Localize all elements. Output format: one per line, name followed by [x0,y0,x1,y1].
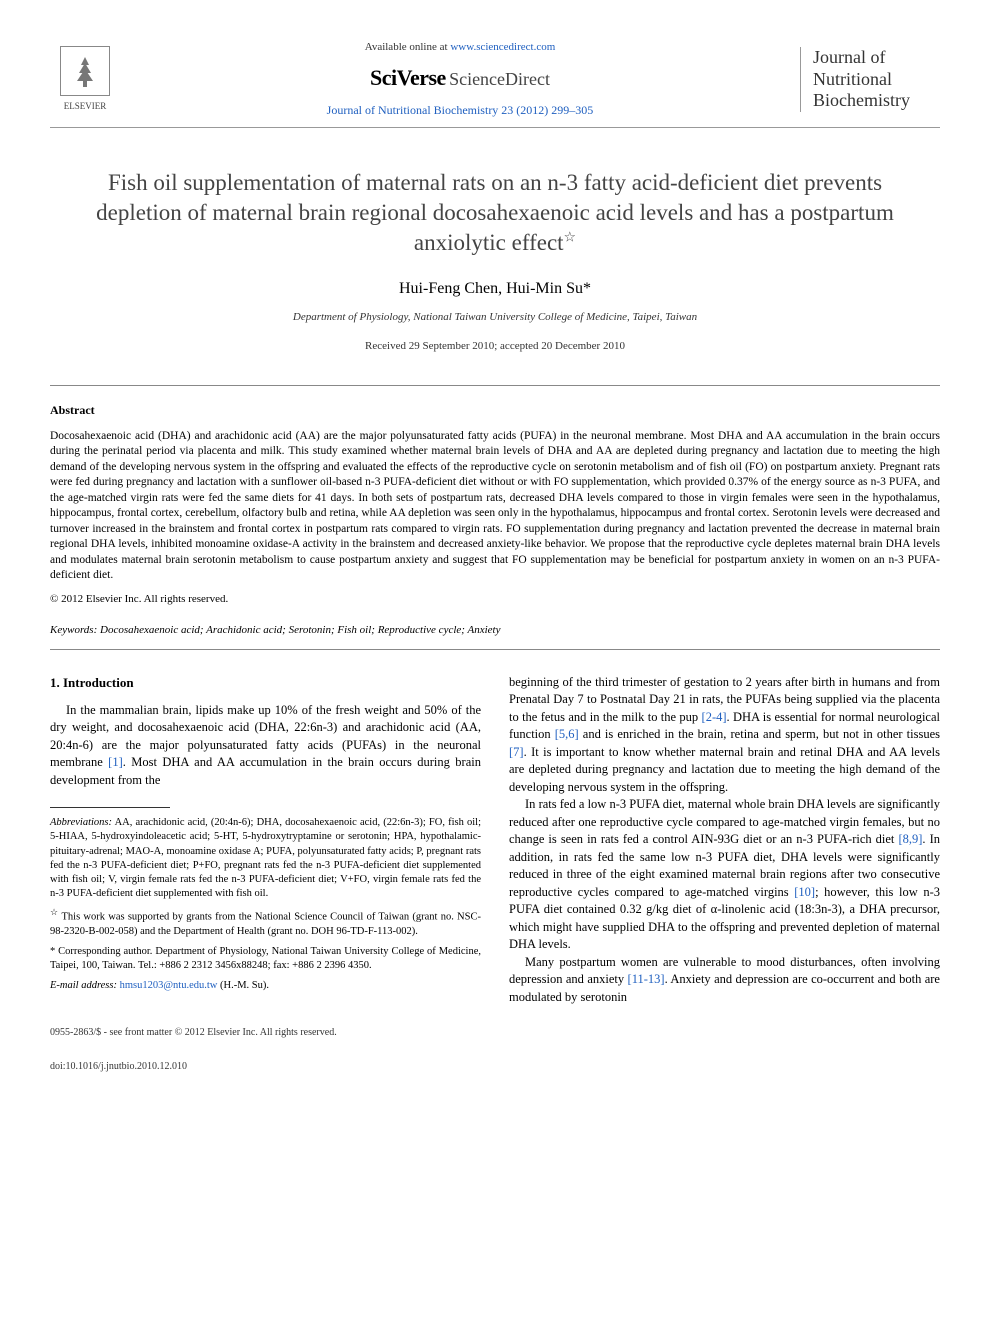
keywords-label: Keywords: [50,624,97,636]
available-prefix: Available online at [365,41,451,53]
intro-para-4: Many postpartum women are vulnerable to … [509,954,940,1007]
abstract-text: Docosahexaenoic acid (DHA) and arachidon… [50,429,940,584]
journal-title-box: Journal of Nutritional Biochemistry [800,47,940,112]
abstract-heading: Abstract [50,402,940,419]
publisher-logo: ELSEVIER [50,46,120,113]
footnote-separator [50,807,170,808]
affiliation: Department of Physiology, National Taiwa… [50,310,940,325]
funding-text: This work was supported by grants from t… [50,912,481,937]
p2-text-d: . It is important to know whether matern… [509,745,940,794]
keywords-line: Keywords: Docosahexaenoic acid; Arachido… [50,623,940,638]
sciverse-main: SciVerse [370,65,446,90]
right-column: beginning of the third trimester of gest… [509,674,940,1007]
email-link[interactable]: hmsu1203@ntu.edu.tw [117,980,217,991]
intro-para-1: In the mammalian brain, lipids make up 1… [50,702,481,790]
available-online-line: Available online at www.sciencedirect.co… [120,40,800,55]
header-center: Available online at www.sciencedirect.co… [120,40,800,119]
article-title: Fish oil supplementation of maternal rat… [80,168,910,258]
author-list: Hui-Feng Chen, Hui-Min Su* [50,278,940,300]
page-header: ELSEVIER Available online at www.science… [50,40,940,128]
p2-text-c: and is enriched in the brain, retina and… [579,727,940,741]
title-footnote-star: ☆ [564,230,577,245]
corr-text: Corresponding author. Department of Phys… [50,946,481,971]
intro-para-2: beginning of the third trimester of gest… [509,674,940,797]
ref-link-7[interactable]: [7] [509,745,524,759]
publisher-name: ELSEVIER [50,100,120,113]
footer-doi: doi:10.1016/j.jnutbio.2010.12.010 [50,1060,940,1074]
ref-link-5-6[interactable]: [5,6] [555,727,579,741]
article-page: ELSEVIER Available online at www.science… [0,0,990,1114]
p3-text-a: In rats fed a low n-3 PUFA diet, materna… [509,797,940,846]
ref-link-10[interactable]: [10] [794,885,815,899]
platform-logo: SciVerse ScienceDirect [120,63,800,94]
left-column: 1. Introduction In the mammalian brain, … [50,674,481,1007]
footnote-corresponding: * Corresponding author. Department of Ph… [50,945,481,973]
email-label: E-mail address: [50,980,117,991]
two-column-body: 1. Introduction In the mammalian brain, … [50,674,940,1007]
title-text: Fish oil supplementation of maternal rat… [96,170,894,255]
ref-link-1[interactable]: [1] [108,755,123,769]
ref-link-8-9[interactable]: [8,9] [898,832,922,846]
footnote-funding: ☆ This work was supported by grants from… [50,907,481,939]
ref-link-11-13[interactable]: [11-13] [628,972,665,986]
sciencedirect-link[interactable]: www.sciencedirect.com [450,41,555,53]
elsevier-tree-icon [60,46,110,96]
abbrev-label: Abbreviations: [50,817,112,828]
abbrev-text: AA, arachidonic acid, (20:4n-6); DHA, do… [50,817,481,899]
keywords-text: Docosahexaenoic acid; Arachidonic acid; … [97,624,500,636]
sciverse-sub: ScienceDirect [449,69,550,89]
footer-issn: 0955-2863/$ - see front matter © 2012 El… [50,1026,940,1040]
footnote-email: E-mail address: hmsu1203@ntu.edu.tw (H.-… [50,979,481,993]
section-heading-intro: 1. Introduction [50,674,481,692]
abstract-copyright: © 2012 Elsevier Inc. All rights reserved… [50,592,940,607]
footnote-abbreviations: Abbreviations: AA, arachidonic acid, (20… [50,816,481,901]
email-suffix: (H.-M. Su). [217,980,269,991]
divider-top [50,385,940,386]
ref-link-2-4[interactable]: [2-4] [702,710,727,724]
history-dates: Received 29 September 2010; accepted 20 … [50,339,940,354]
journal-citation[interactable]: Journal of Nutritional Biochemistry 23 (… [120,102,800,119]
intro-para-3: In rats fed a low n-3 PUFA diet, materna… [509,796,940,954]
divider-bottom [50,649,940,650]
